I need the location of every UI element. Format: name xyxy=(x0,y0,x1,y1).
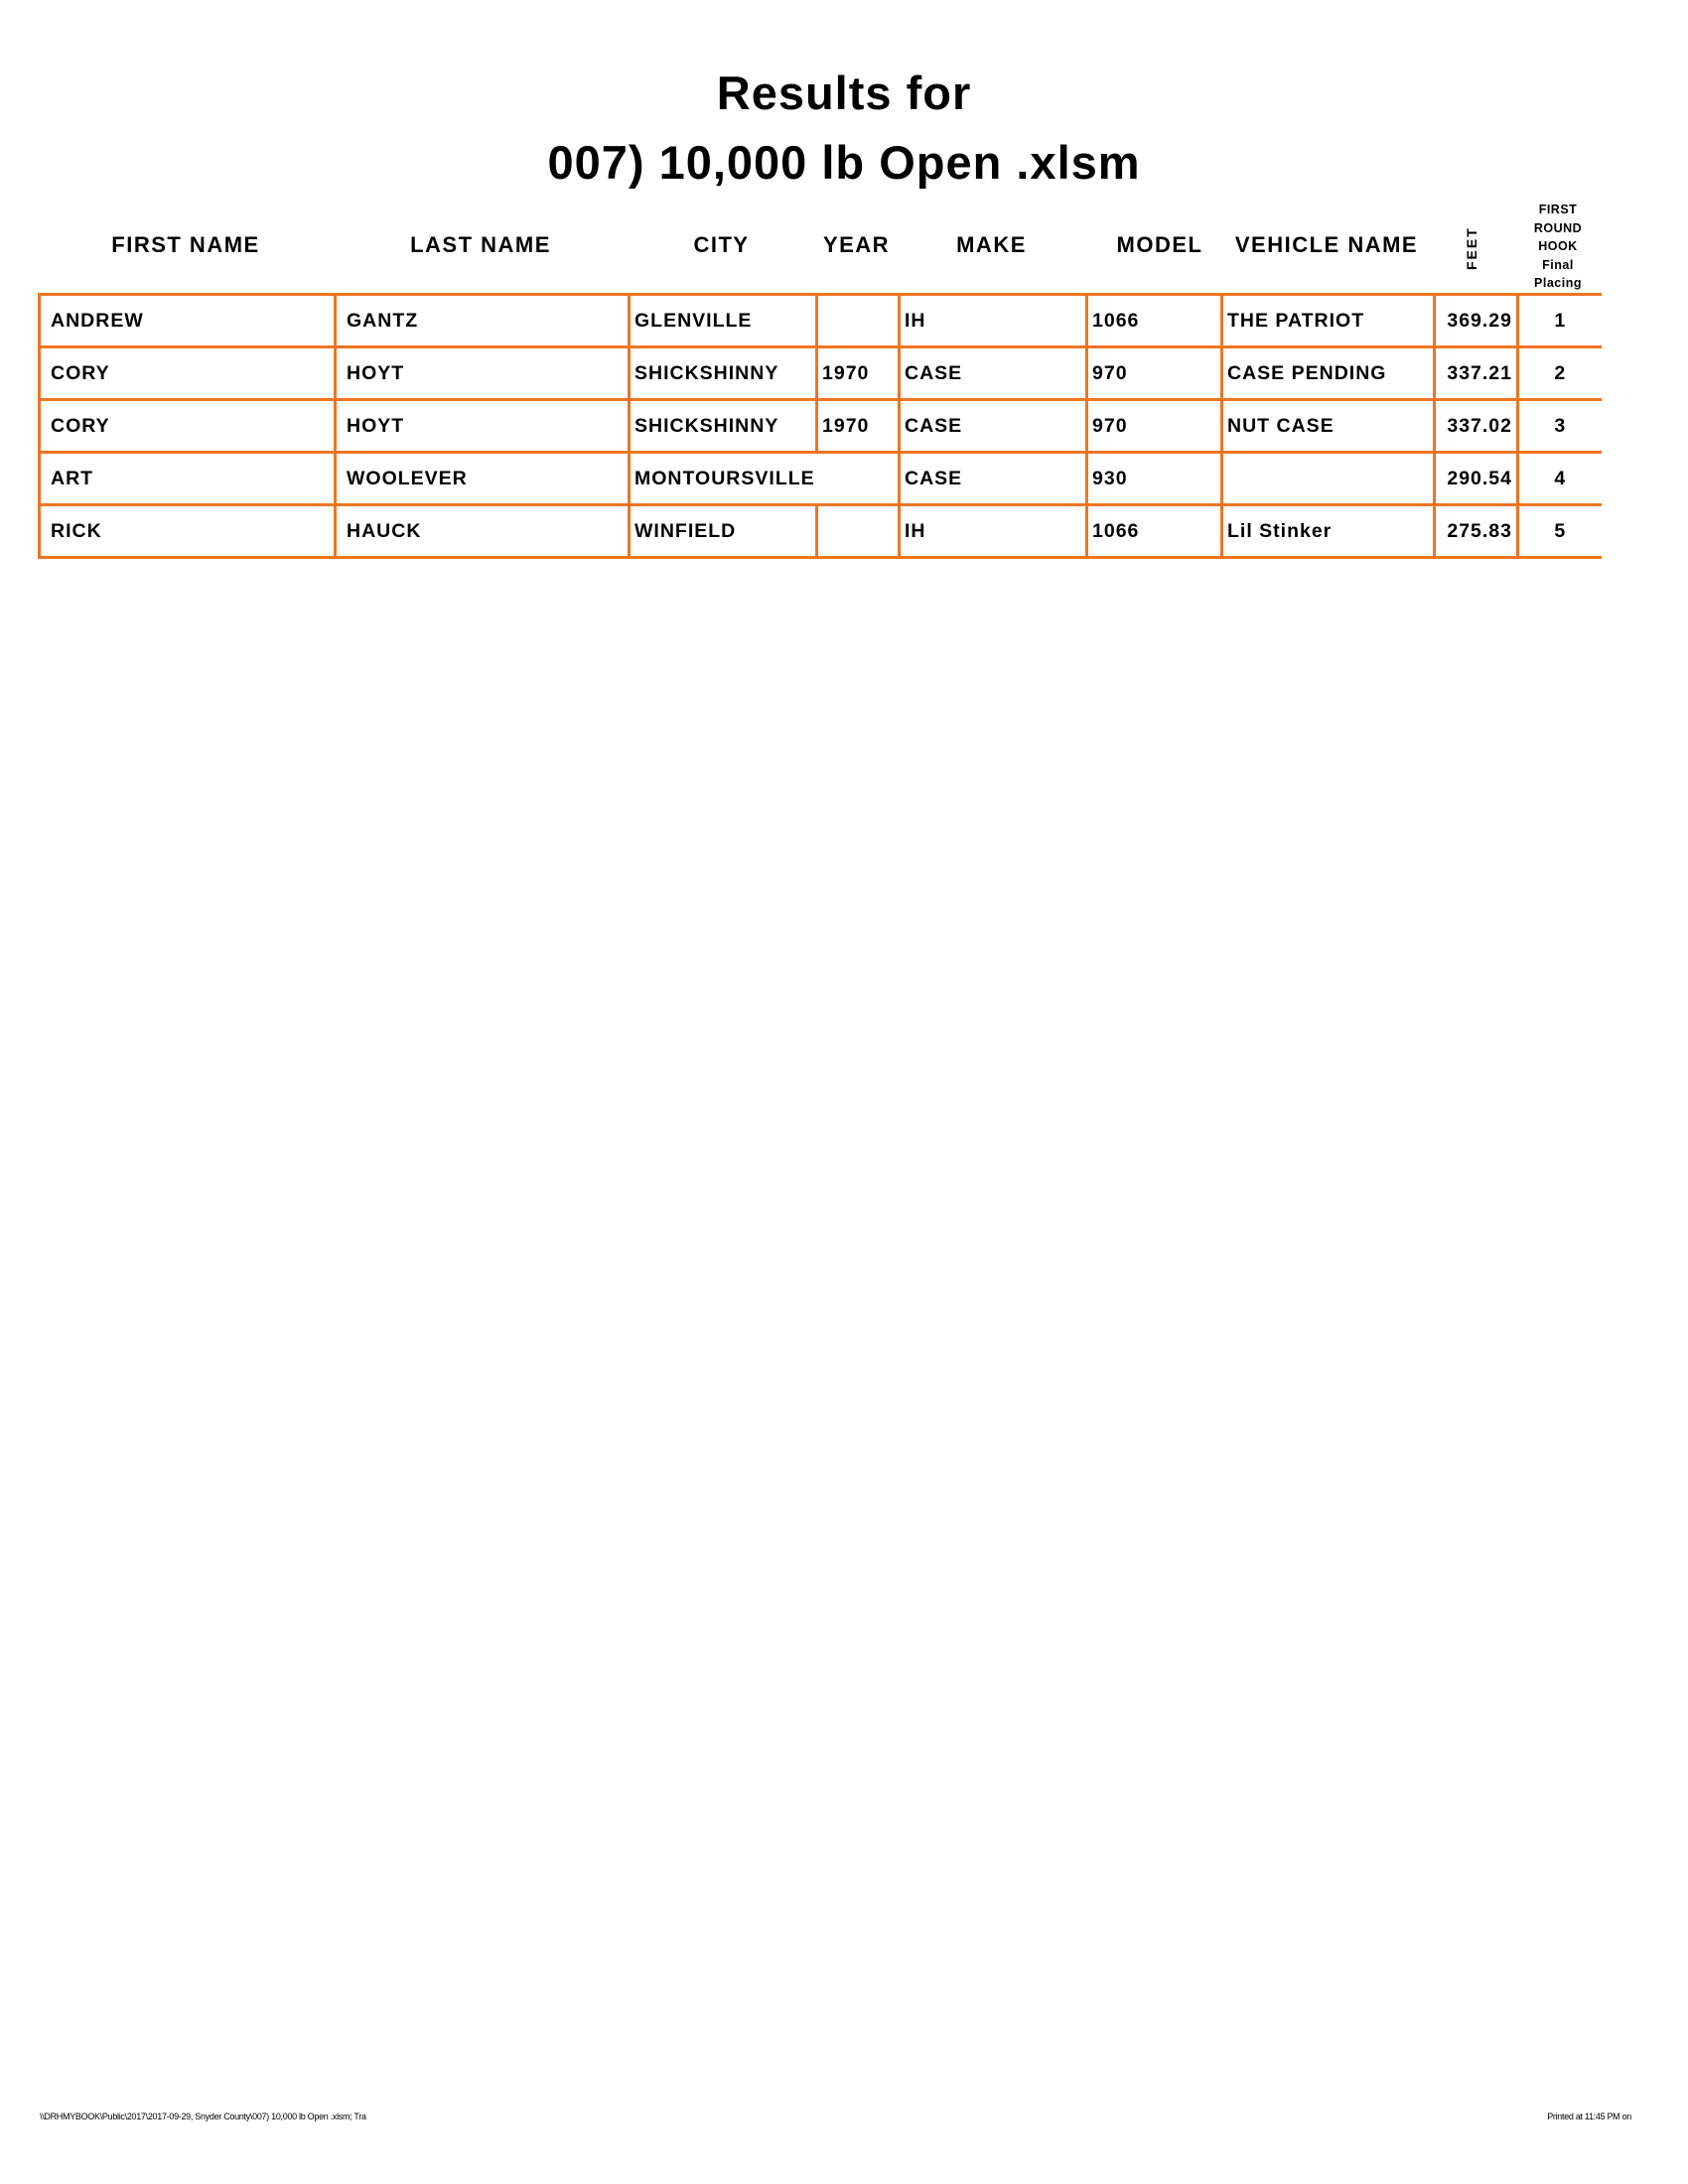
header-vehicle-name: VEHICLE NAME xyxy=(1234,232,1419,257)
table-row: ANDREW GANTZ GLENVILLE IH 1066 THE PATRIOT 369… xyxy=(38,293,1602,348)
table-row: CORY HOYT SHICKSHINNY 1970 CASE 970 CASE PENDI… xyxy=(38,345,1602,401)
cell-model: 1066 xyxy=(1085,503,1223,559)
cell-feet: 275.83 xyxy=(1433,503,1519,559)
cell-model: 930 xyxy=(1085,451,1223,506)
cell-feet: 290.54 xyxy=(1433,451,1519,506)
header-placing-line: HOOK xyxy=(1538,239,1578,253)
cell-vehicle-name: THE PATRIOT xyxy=(1220,293,1436,348)
cell-placing: 3 xyxy=(1516,398,1602,454)
cell-make: IH xyxy=(898,503,1088,559)
cell-city: SHICKSHINNY xyxy=(628,345,818,401)
cell-first-name: CORY xyxy=(38,345,337,401)
cell-model: 970 xyxy=(1085,398,1223,454)
cell-make: CASE xyxy=(898,345,1088,401)
cell-last-name: WOOLEVER xyxy=(334,451,631,506)
cell-vehicle-name xyxy=(1220,451,1436,506)
cell-feet: 337.21 xyxy=(1433,345,1519,401)
header-year: YEAR xyxy=(822,232,891,257)
footer-printed: Printed at 11:45 PM on xyxy=(1547,2112,1631,2121)
cell-make: CASE xyxy=(898,451,1088,506)
page-subtitle: 007) 10,000 lb Open .xlsm xyxy=(547,136,1141,189)
cell-city: MONTOURSVILLE xyxy=(628,451,901,506)
header-placing-line: FIRST xyxy=(1538,203,1578,216)
cell-year xyxy=(815,293,901,348)
cell-year xyxy=(815,503,901,559)
cell-city: GLENVILLE xyxy=(628,293,818,348)
header-feet: FEET xyxy=(1464,226,1479,270)
cell-model: 1066 xyxy=(1085,293,1223,348)
cell-first-name: RICK xyxy=(38,503,337,559)
cell-model: 970 xyxy=(1085,345,1223,401)
cell-vehicle-name: Lil Stinker xyxy=(1220,503,1436,559)
cell-feet: 337.02 xyxy=(1433,398,1519,454)
cell-vehicle-name: CASE PENDING xyxy=(1220,345,1436,401)
cell-placing: 2 xyxy=(1516,345,1602,401)
table-row: CORY HOYT SHICKSHINNY 1970 CASE 970 NUT CASE 33… xyxy=(38,398,1602,454)
cell-city: SHICKSHINNY xyxy=(628,398,818,454)
header-city: CITY xyxy=(693,232,750,257)
cell-placing: 5 xyxy=(1516,503,1602,559)
cell-year: 1970 xyxy=(815,345,901,401)
cell-placing: 1 xyxy=(1516,293,1602,348)
table-row: RICK HAUCK WINFIELD IH 1066 Lil Stinker 275.83… xyxy=(38,503,1602,559)
cell-last-name: GANTZ xyxy=(334,293,631,348)
header-placing-line: Final xyxy=(1542,257,1574,272)
header-first-name: FIRST NAME xyxy=(111,232,260,257)
cell-make: CASE xyxy=(898,398,1088,454)
cell-last-name: HOYT xyxy=(334,345,631,401)
cell-placing: 4 xyxy=(1516,451,1602,506)
cell-last-name: HAUCK xyxy=(334,503,631,559)
cell-make: IH xyxy=(898,293,1088,348)
cell-city: WINFIELD xyxy=(628,503,818,559)
header-placing-line: Placing xyxy=(1534,276,1582,290)
cell-vehicle-name: NUT CASE xyxy=(1220,398,1436,454)
results-table: ANDREW GANTZ GLENVILLE IH 1066 THE PATRIOT 369… xyxy=(38,293,1602,559)
cell-first-name: ART xyxy=(38,451,337,506)
page-title: Results for xyxy=(716,67,972,119)
cell-first-name: CORY xyxy=(38,398,337,454)
header-placing-line: ROUND xyxy=(1533,220,1583,235)
header-last-name: LAST NAME xyxy=(410,232,551,257)
cell-feet: 369.29 xyxy=(1433,293,1519,348)
cell-last-name: HOYT xyxy=(334,398,631,454)
header-placing: FIRST ROUND HOOK Final Placing xyxy=(1516,201,1600,293)
table-row: ART WOOLEVER MONTOURSVILLE CASE 930 290.54 4 xyxy=(38,451,1602,506)
footer-file-path: \\DRHMYBOOK\Public\2017\2017-09-29, Snyd… xyxy=(40,2112,366,2121)
header-make: MAKE xyxy=(956,232,1027,257)
header-model: MODEL xyxy=(1116,232,1203,257)
cell-year: 1970 xyxy=(815,398,901,454)
cell-first-name: ANDREW xyxy=(38,293,337,348)
